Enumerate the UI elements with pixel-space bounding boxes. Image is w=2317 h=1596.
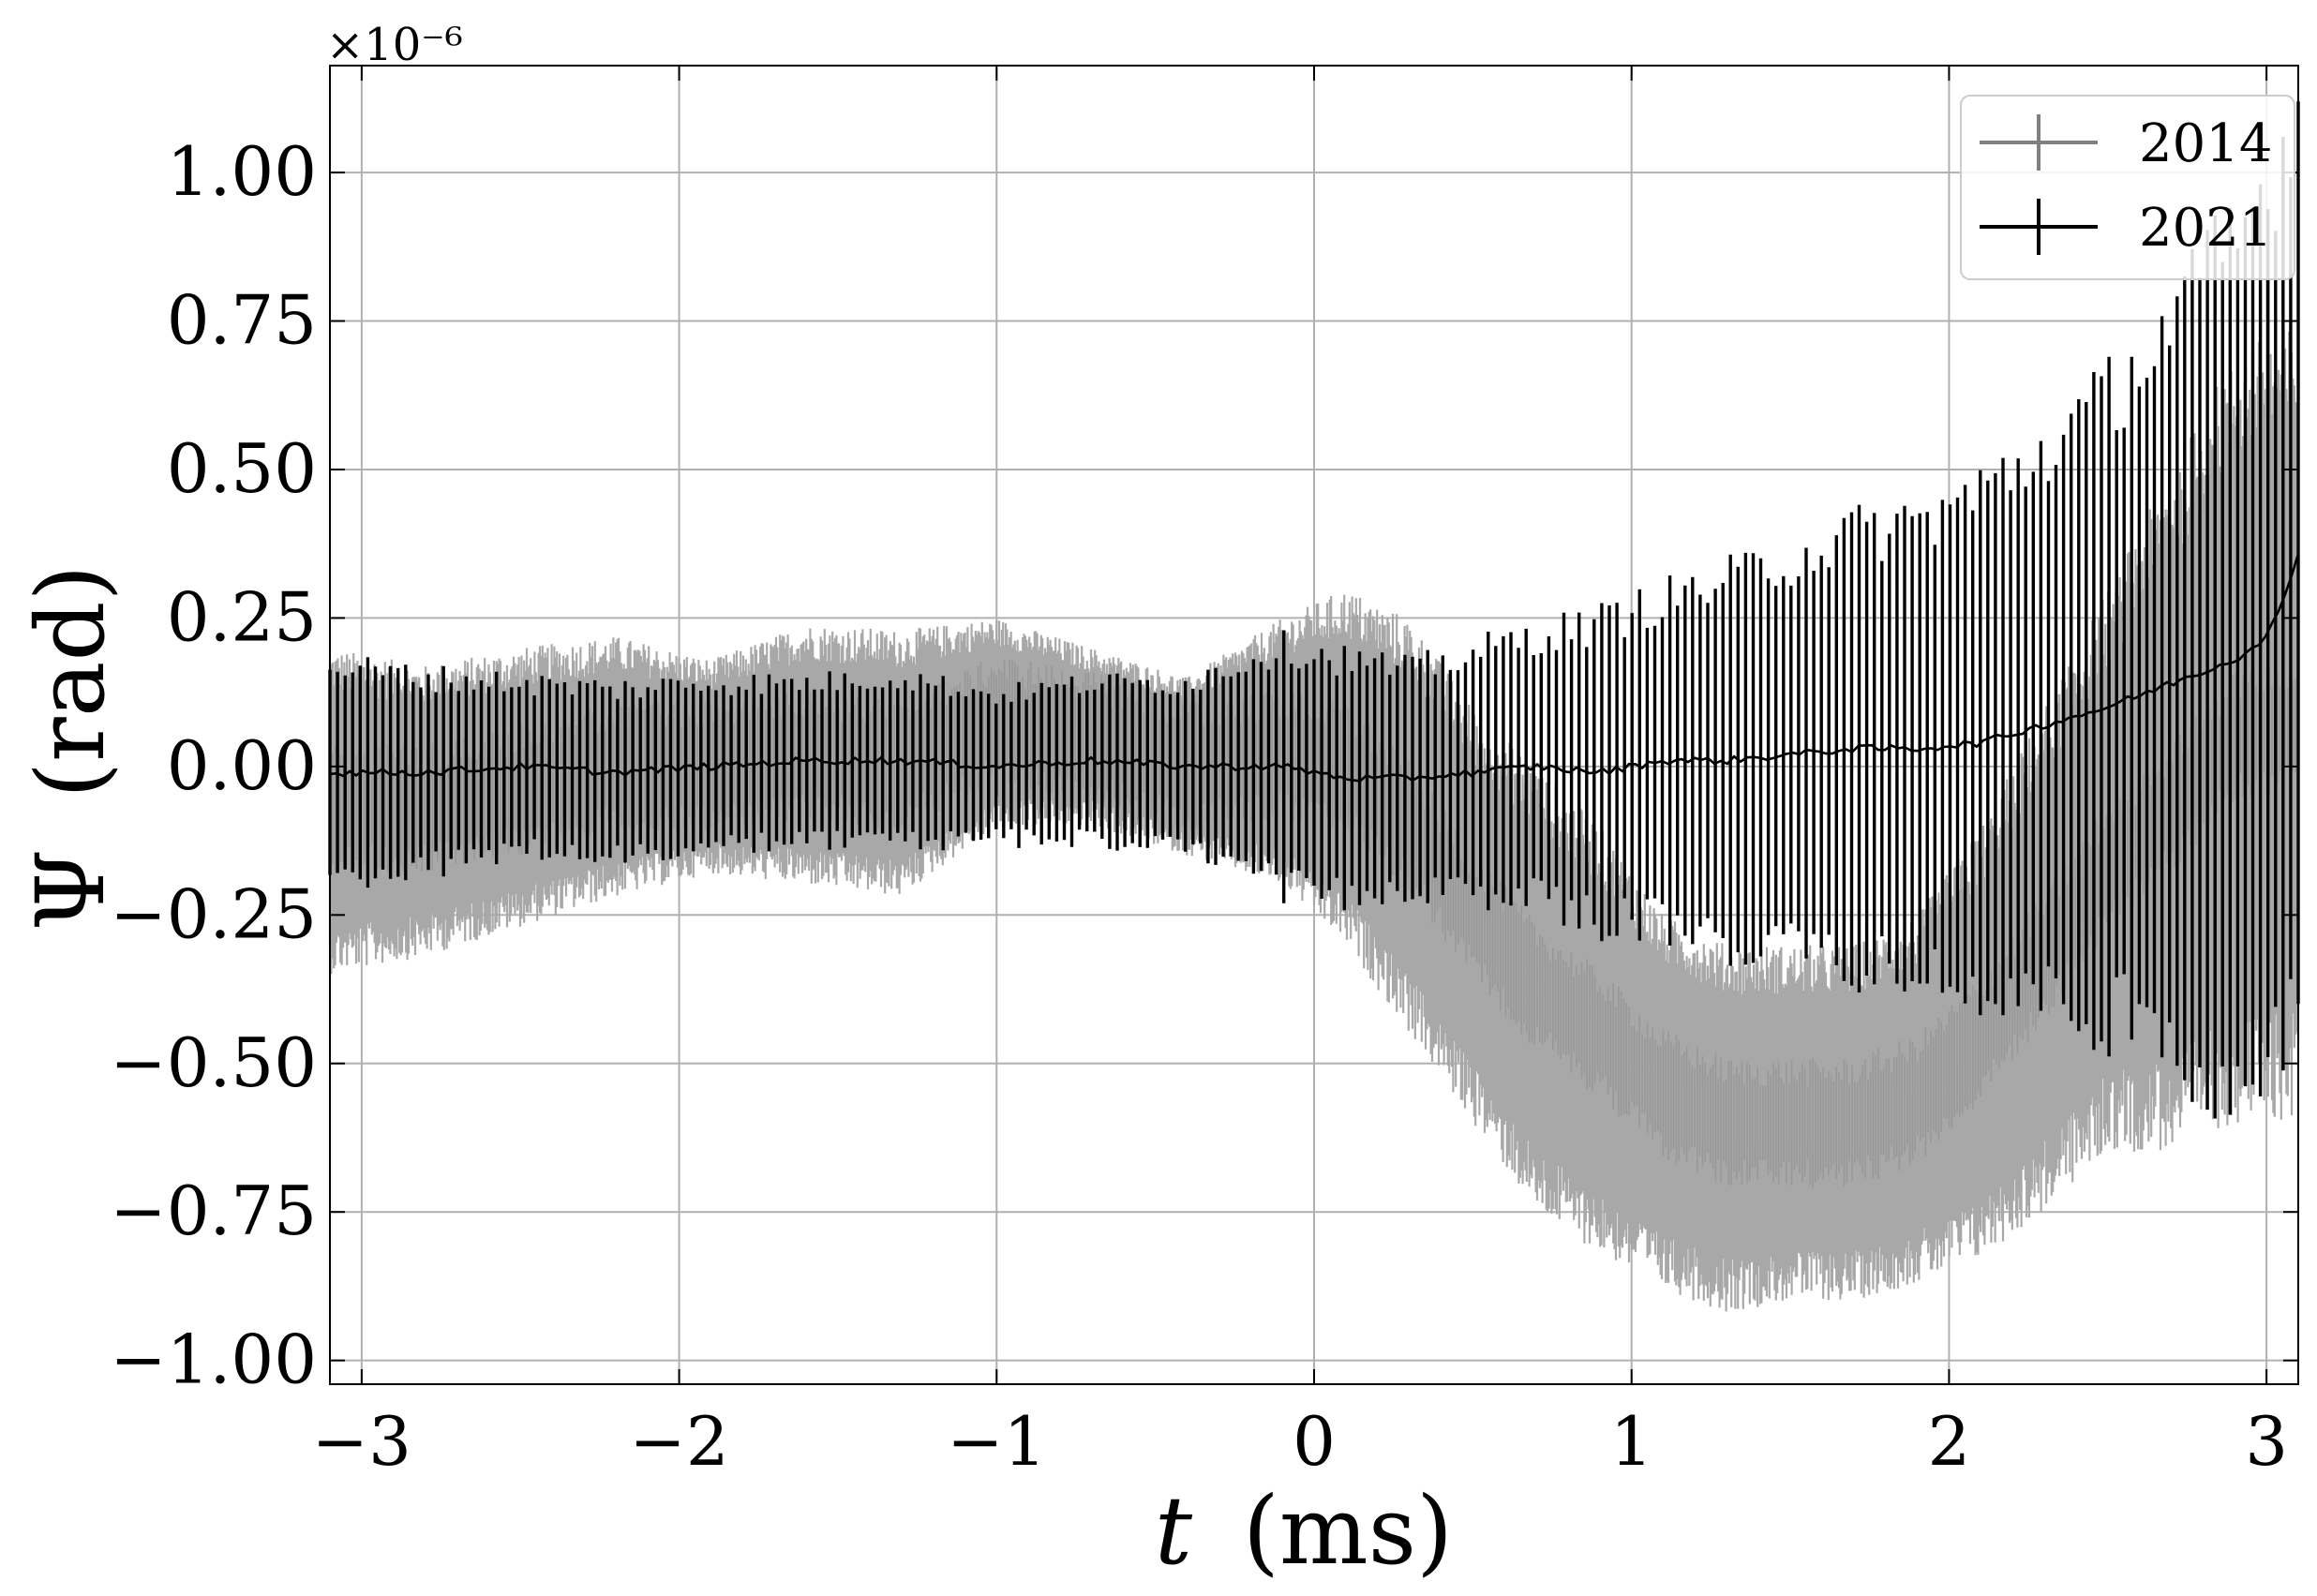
series-2021-line xyxy=(329,553,2300,783)
legend-label-2014: 2014 xyxy=(2139,113,2273,174)
tick-labels: −3 −2 −1 0 1 2 3 1.00 0.75 0.50 0.25 0.00 −0.25 −0.50… xyxy=(110,132,2288,1481)
legend-label-2021: 2021 xyxy=(2139,198,2273,259)
y-tick-label: 0.75 xyxy=(167,281,317,360)
y-offset-label: ×10⁻⁶ xyxy=(326,19,463,71)
y-axis-unit: (rad) xyxy=(16,565,126,798)
y-tick-label: −0.25 xyxy=(110,874,317,953)
y-tick-label: 0.00 xyxy=(167,726,317,805)
x-tick-label: 3 xyxy=(2245,1402,2288,1481)
x-tick-label: −3 xyxy=(312,1402,411,1481)
y-tick-label: 0.50 xyxy=(167,429,317,508)
y-axis-title: Ψ (rad) xyxy=(16,565,126,932)
y-tick-label: 0.25 xyxy=(167,577,317,656)
x-axis-variable: t xyxy=(1155,1476,1193,1586)
x-axis-title: t (ms) xyxy=(1155,1476,1453,1586)
y-tick-label: −1.00 xyxy=(110,1320,317,1399)
y-axis-variable: Ψ xyxy=(16,849,126,932)
legend: 2014 2021 xyxy=(1960,95,2295,280)
grid xyxy=(330,66,2298,1384)
x-tick-label: −2 xyxy=(630,1402,729,1481)
ticks xyxy=(330,66,2298,1384)
series-2014 xyxy=(328,330,2300,1312)
x-axis-unit: (ms) xyxy=(1243,1476,1453,1586)
x-tick-label: 2 xyxy=(1928,1402,1971,1481)
y-tick-label: 1.00 xyxy=(167,132,317,211)
y-tick-label: −0.50 xyxy=(110,1023,317,1102)
x-tick-label: −1 xyxy=(947,1402,1046,1481)
x-tick-label: 1 xyxy=(1610,1402,1653,1481)
x-tick-label: 0 xyxy=(1293,1402,1336,1481)
y-tick-label: −0.75 xyxy=(110,1171,317,1250)
